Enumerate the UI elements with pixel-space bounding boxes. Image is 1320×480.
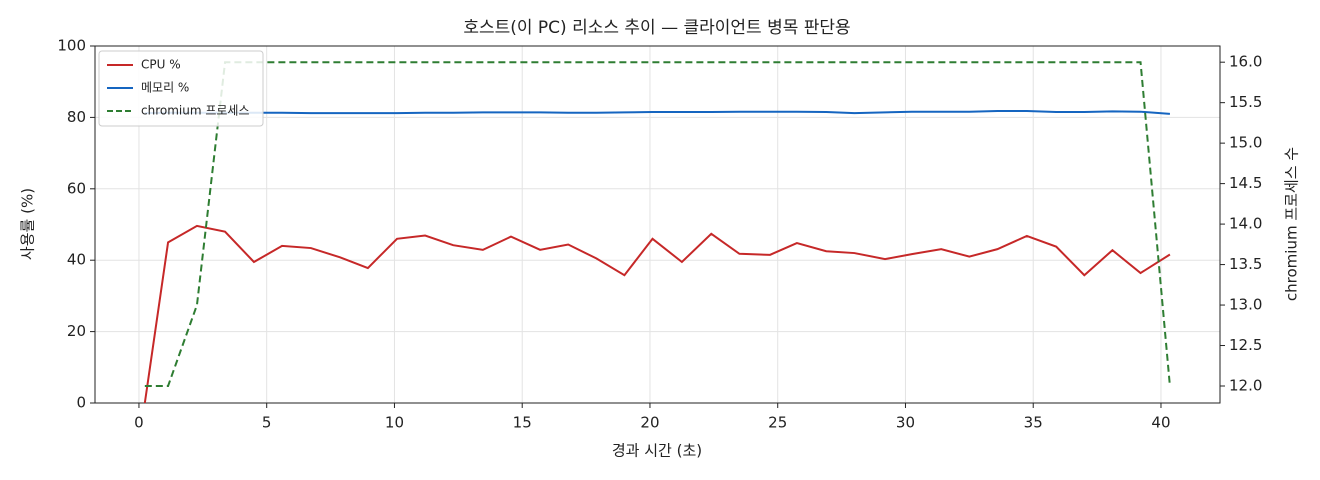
legend-label: chromium 프로세스 [141,104,250,118]
y-tick-label: 100 [57,37,86,55]
y2-axis-label: chromium 프로세스 수 [1283,147,1301,301]
y-tick-label: 20 [67,322,86,340]
legend-label: 메모리 % [141,81,189,95]
plot-frame [94,45,1221,404]
y2-tick-label: 12.0 [1229,377,1262,395]
legend: CPU % 메모리 % chromium 프로세스 [98,50,264,127]
legend-label: CPU % [141,58,181,72]
x-tick-label: 30 [896,414,915,432]
y-tick-label: 0 [76,394,86,412]
x-tick-label: 5 [262,414,272,432]
y2-tick-label: 16.0 [1229,53,1262,71]
x-axis-label: 경과 시간 (초) [612,442,702,460]
y2-tick-label: 15.0 [1229,134,1262,152]
x-tick-label: 25 [768,414,787,432]
y2-tick-label: 14.0 [1229,215,1262,233]
y-tick-label: 40 [67,251,86,269]
x-tick-label: 15 [513,414,532,432]
y-tick-label: 60 [67,179,86,197]
x-tick-label: 10 [385,414,404,432]
y2-tick-label: 12.5 [1229,336,1262,354]
y2-tick-label: 13.0 [1229,296,1262,314]
x-tick-label: 0 [134,414,144,432]
y2-tick-label: 13.5 [1229,255,1262,273]
legend-box [98,50,264,127]
series-line [144,109,1170,115]
y2-tick-label: 14.5 [1229,174,1262,192]
series-line [144,61,1171,387]
chart-title: 호스트(이 PC) 리소스 추이 — 클라이언트 병목 판단용 [463,18,850,38]
y-axis-label: 사용률 (%) [19,188,37,260]
x-tick-label: 35 [1024,414,1043,432]
series-line [143,224,1171,404]
y2-tick-label: 15.5 [1229,93,1262,111]
y-tick-label: 80 [67,108,86,126]
x-tick-label: 40 [1151,414,1170,432]
x-tick-label: 20 [640,414,659,432]
